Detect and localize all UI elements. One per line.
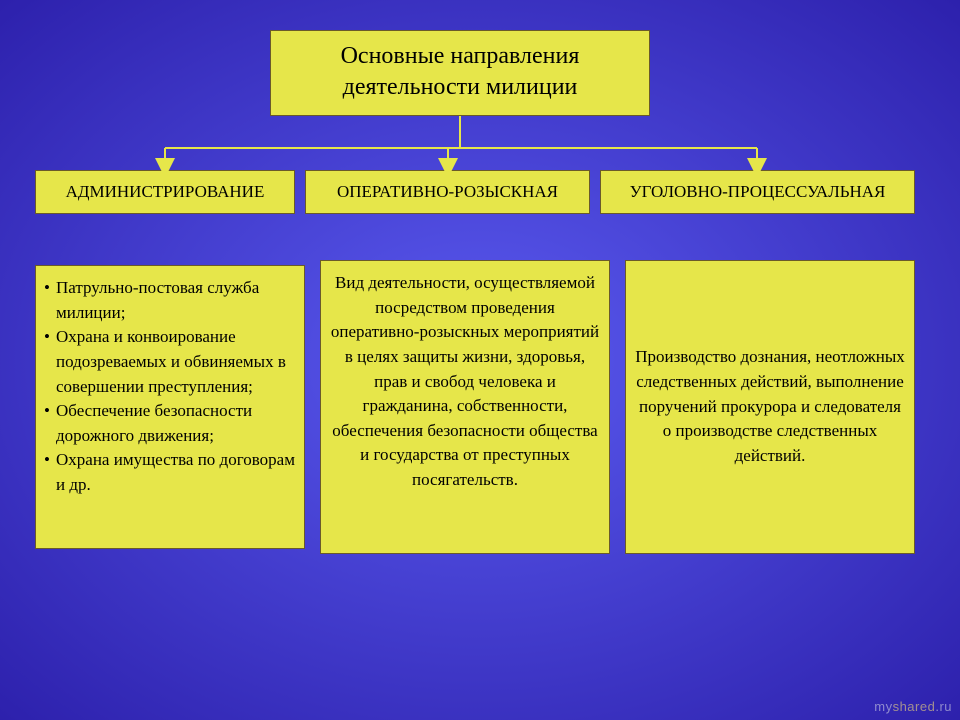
category-criminal: УГОЛОВНО-ПРОЦЕССУАЛЬНАЯ	[600, 170, 915, 214]
category-admin: АДМИНИСТРИРОВАНИЕ	[35, 170, 295, 214]
category-admin-label: АДМИНИСТРИРОВАНИЕ	[66, 182, 265, 202]
detail-criminal-text: Производство дознания, неотложных следст…	[634, 345, 906, 468]
diagram-title-box: Основные направления деятельности милици…	[270, 30, 650, 116]
title-line1: Основные направления	[279, 41, 641, 72]
admin-list-item: Охрана и конвоирование подозреваемых и о…	[44, 325, 296, 399]
category-operative: ОПЕРАТИВНО-РОЗЫСКНАЯ	[305, 170, 590, 214]
detail-operative-text: Вид деятельности, осуществляемой посредс…	[329, 271, 601, 493]
admin-list-item: Патрульно-постовая служба милиции;	[44, 276, 296, 325]
watermark: myshared.ru	[874, 699, 952, 714]
admin-list-item: Обеспечение безопасности дорожного движе…	[44, 399, 296, 448]
admin-list-item: Охрана имущества по договорам и др.	[44, 448, 296, 497]
watermark-ru: .ru	[935, 699, 952, 714]
detail-admin-box: Патрульно-постовая служба милиции;Охрана…	[35, 265, 305, 549]
admin-list: Патрульно-постовая служба милиции;Охрана…	[44, 276, 296, 498]
detail-criminal-box: Производство дознания, неотложных следст…	[625, 260, 915, 554]
detail-operative-box: Вид деятельности, осуществляемой посредс…	[320, 260, 610, 554]
title-line2: деятельности милиции	[279, 72, 641, 103]
category-criminal-label: УГОЛОВНО-ПРОЦЕССУАЛЬНАЯ	[630, 182, 886, 202]
watermark-my: my	[874, 699, 892, 714]
watermark-shared: shared	[893, 699, 936, 714]
category-operative-label: ОПЕРАТИВНО-РОЗЫСКНАЯ	[337, 182, 558, 202]
